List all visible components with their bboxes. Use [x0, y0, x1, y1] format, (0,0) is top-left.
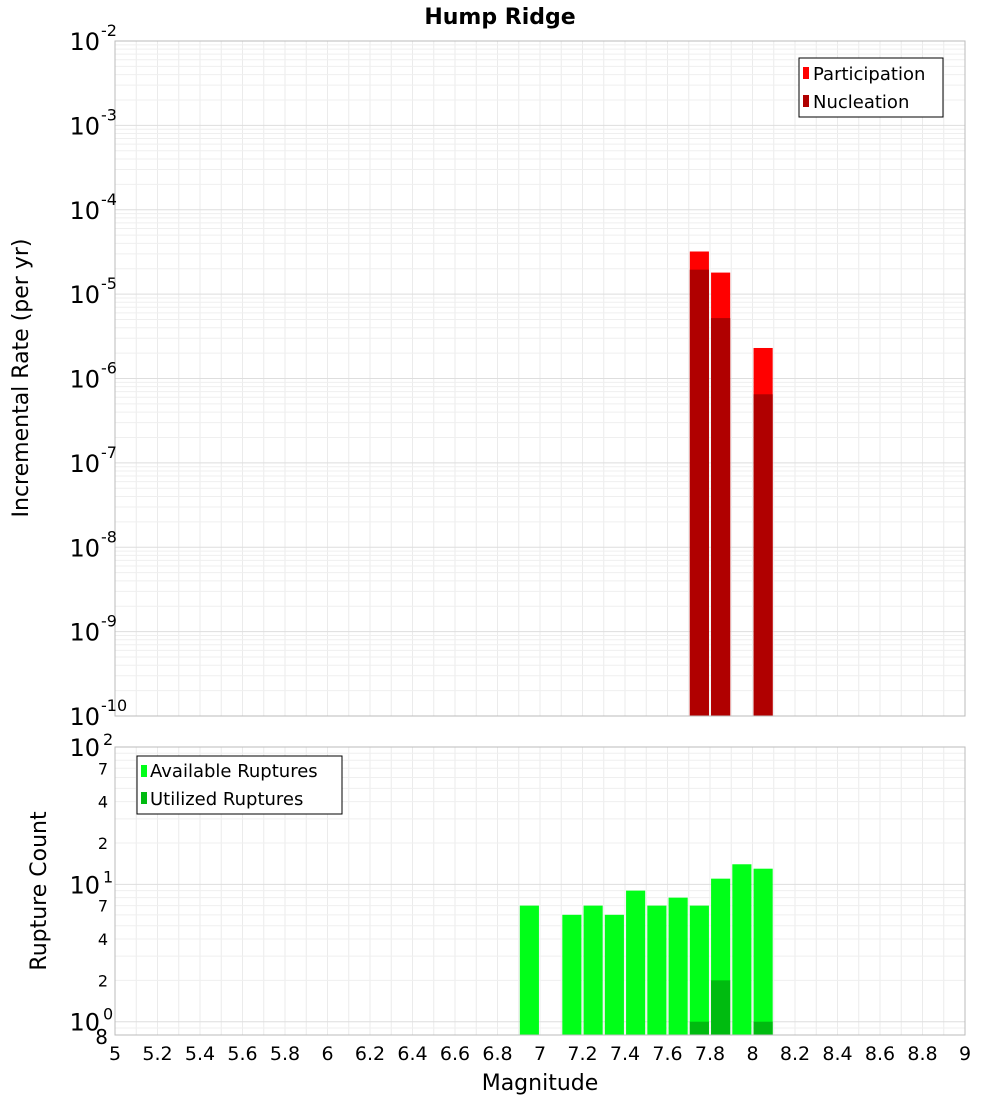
top-y-tick-base: 10: [69, 366, 100, 394]
legend-label-participation: Participation: [813, 64, 925, 85]
bottom-legend: Available Ruptures Utilized Ruptures: [136, 755, 343, 815]
top-y-tick-base: 10: [69, 28, 100, 56]
top-y-tick-base: 10: [69, 534, 100, 562]
legend-label-nucleation: Nucleation: [813, 92, 909, 113]
top-bar-nucleation: [753, 394, 773, 716]
legend-label-available: Available Ruptures: [150, 761, 318, 782]
bottom-y-minor-tick-label: 2: [98, 834, 108, 853]
x-tick-label: 5.2: [142, 1043, 172, 1065]
bottom-y-minor-tick-label: 2: [98, 971, 108, 990]
legend-swatch-nucleation: [803, 95, 809, 107]
bottom-y-minor-tick-label: 4: [98, 793, 108, 812]
x-tick-label: 7.8: [695, 1043, 725, 1065]
x-tick-label: 7.4: [610, 1043, 640, 1065]
top-y-tick-exponent: -5: [101, 274, 117, 293]
top-y-axis-label: Incremental Rate (per yr): [9, 239, 34, 518]
x-tick-label: 8.4: [822, 1043, 852, 1065]
top-y-tick-exponent: -4: [101, 190, 117, 209]
top-y-tick-base: 10: [69, 450, 100, 478]
bottom-y-minor-tick-label: 8: [95, 1025, 108, 1049]
x-axis-label: Magnitude: [482, 1071, 599, 1096]
bottom-y-minor-tick-label: 4: [98, 930, 108, 949]
top-legend: Participation Nucleation: [798, 57, 944, 118]
x-tick-label: 6.8: [482, 1043, 512, 1065]
x-tick-label: 5.4: [185, 1043, 215, 1065]
top-bar-nucleation: [689, 269, 709, 716]
x-tick-label: 5.8: [270, 1043, 300, 1065]
top-y-tick-base: 10: [69, 197, 100, 225]
bottom-bar-available-ruptures: [668, 897, 688, 1035]
top-legend-box: [798, 57, 944, 118]
x-tick-label: 8.8: [907, 1043, 937, 1065]
x-tick-label: 6.6: [440, 1043, 470, 1065]
legend-swatch-participation: [803, 67, 809, 79]
legend-label-utilized: Utilized Ruptures: [150, 789, 303, 810]
bottom-y-axis-label: Rupture Count: [27, 811, 52, 971]
bottom-bar-utilized-ruptures: [711, 980, 731, 1035]
x-tick-label: 9: [959, 1043, 971, 1065]
x-tick-label: 8.2: [780, 1043, 810, 1065]
bottom-y-tick-base: 10: [69, 734, 100, 762]
top-y-tick-exponent: -2: [101, 21, 117, 40]
bottom-bar-available-ruptures: [732, 864, 752, 1035]
bottom-bars: [519, 864, 773, 1035]
bottom-y-minor-tick-label: 7: [98, 759, 108, 778]
top-plot-frame: [114, 40, 966, 717]
top-y-tick-base: 10: [69, 703, 100, 731]
x-tick-label: 7.2: [567, 1043, 597, 1065]
bottom-bar-utilized-ruptures: [689, 1021, 709, 1035]
bottom-bar-available-ruptures: [519, 905, 539, 1035]
top-y-tick-exponent: -7: [101, 443, 117, 462]
top-bar-nucleation: [711, 318, 731, 716]
x-tick-label: 7: [534, 1043, 546, 1065]
bottom-y-tick-base: 10: [69, 871, 100, 899]
x-tick-label: 6.4: [397, 1043, 427, 1065]
x-tick-label: 7.6: [652, 1043, 682, 1065]
top-grid: [114, 41, 966, 717]
legend-swatch-utilized: [141, 792, 147, 804]
top-y-tick-exponent: -6: [101, 359, 117, 378]
top-y-tick-base: 10: [69, 281, 100, 309]
top-y-tick-exponent: -10: [101, 696, 127, 715]
bottom-plot-frame: [114, 746, 966, 1036]
bottom-bar-available-ruptures: [626, 890, 646, 1035]
chart-title: Hump Ridge: [424, 5, 575, 30]
bottom-bar-available-ruptures: [689, 905, 709, 1035]
x-tick-label: 5.6: [227, 1043, 257, 1065]
x-tick-label: 6.2: [355, 1043, 385, 1065]
x-tick-labels: 5 5.2 5.4 5.6 5.8 6 6.2 6.4 6.6 6.8 7 7.2 7.4 7.6 7.8 8…: [109, 1043, 971, 1065]
bottom-bar-available-ruptures: [753, 868, 773, 1035]
bottom-y-tick-exponent: 2: [103, 730, 113, 749]
bottom-legend-box: [136, 755, 343, 815]
bottom-bar-utilized-ruptures: [753, 1021, 773, 1035]
x-tick-label: 8: [746, 1043, 758, 1065]
top-y-tick-exponent: -9: [101, 612, 117, 631]
bottom-bar-available-ruptures: [604, 914, 624, 1035]
x-tick-label: 5: [109, 1043, 121, 1065]
bottom-y-tick-base: 10: [69, 1009, 100, 1037]
bottom-y-tick-exponent: 0: [103, 1005, 113, 1024]
bottom-bar-available-ruptures: [562, 914, 582, 1035]
bottom-y-minor-tick-label: 7: [98, 897, 108, 916]
x-tick-label: 6: [321, 1043, 333, 1065]
top-bars: [689, 251, 773, 716]
top-y-tick-base: 10: [69, 112, 100, 140]
top-y-tick-exponent: -8: [101, 527, 117, 546]
bottom-bar-available-ruptures: [583, 905, 603, 1035]
x-tick-label: 8.6: [865, 1043, 895, 1065]
bottom-y-tick-exponent: 1: [103, 867, 113, 886]
top-y-tick-exponent: -3: [101, 105, 117, 124]
top-y-tick-base: 10: [69, 619, 100, 647]
bottom-bar-available-ruptures: [647, 905, 667, 1035]
legend-swatch-available: [141, 765, 147, 777]
